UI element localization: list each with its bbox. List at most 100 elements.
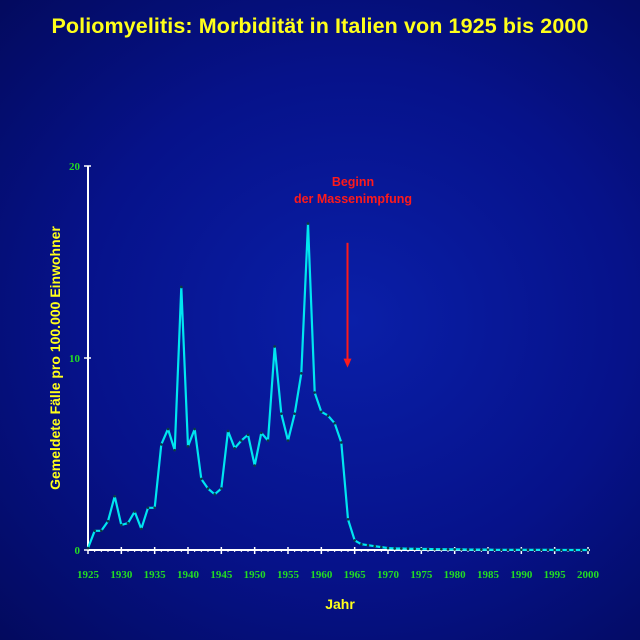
data-point xyxy=(153,506,156,510)
data-point xyxy=(506,548,510,552)
x-tick-label: 1955 xyxy=(277,569,300,581)
data-point xyxy=(340,441,343,444)
data-point xyxy=(293,412,296,415)
data-point xyxy=(286,439,290,442)
data-point xyxy=(460,548,463,551)
data-point xyxy=(353,539,356,542)
data-point xyxy=(180,285,183,289)
x-axis-label: Jahr xyxy=(325,596,355,612)
data-point xyxy=(566,548,570,552)
x-tick-label: 2000 xyxy=(577,569,600,581)
data-point xyxy=(546,548,550,552)
data-point xyxy=(413,547,416,551)
data-point xyxy=(500,548,503,552)
data-point xyxy=(366,543,370,547)
data-point xyxy=(426,547,430,551)
data-point xyxy=(120,523,123,527)
data-point xyxy=(480,548,483,551)
data-point xyxy=(146,506,150,510)
data-point xyxy=(420,547,423,551)
x-tick-label: 1965 xyxy=(344,569,367,581)
data-point xyxy=(246,433,250,437)
data-point xyxy=(406,547,410,550)
data-point xyxy=(540,548,543,552)
data-point xyxy=(333,421,336,425)
series-line xyxy=(86,222,588,552)
data-point xyxy=(126,521,130,525)
annotation-line-2: der Massenimpfung xyxy=(293,192,413,206)
data-point xyxy=(380,545,383,549)
data-point xyxy=(433,547,436,551)
y-tick-label: 0 xyxy=(75,545,81,557)
data-point xyxy=(586,548,590,552)
x-tick-label: 1950 xyxy=(244,569,267,581)
x-tick-label: 1940 xyxy=(177,569,200,581)
data-point xyxy=(226,429,230,433)
data-point xyxy=(240,439,243,442)
data-point xyxy=(453,548,456,551)
data-point xyxy=(400,547,403,550)
chart-title: Poliomyelitis: Morbidität in Italien von… xyxy=(51,14,589,38)
data-point xyxy=(346,517,350,521)
data-point xyxy=(526,548,530,552)
x-tick-label: 1960 xyxy=(310,569,333,581)
x-tick-label: 1945 xyxy=(210,569,233,581)
annotation-line-1: Beginn xyxy=(331,175,375,189)
data-point xyxy=(306,222,310,225)
data-point xyxy=(213,493,216,496)
data-point xyxy=(373,544,376,548)
vaccination-annotation: Beginn der Massenimpfung xyxy=(294,174,412,208)
data-point xyxy=(573,548,576,552)
annotation-arrow-head xyxy=(343,358,352,368)
data-point xyxy=(220,487,223,490)
data-point xyxy=(206,487,210,490)
data-point xyxy=(133,510,136,513)
data-point xyxy=(520,548,523,552)
x-tick-label: 1980 xyxy=(444,569,467,581)
x-tick-label: 1975 xyxy=(410,569,433,581)
data-point xyxy=(106,519,110,523)
data-point xyxy=(466,548,470,551)
data-point xyxy=(386,546,390,550)
data-point xyxy=(100,529,103,533)
data-point xyxy=(513,548,516,552)
data-point xyxy=(326,414,330,417)
data-point xyxy=(440,547,443,551)
data-point xyxy=(486,548,490,551)
data-point xyxy=(266,439,270,442)
data-point xyxy=(186,445,190,448)
data-point xyxy=(360,542,363,546)
data-point xyxy=(233,446,236,450)
data-point xyxy=(200,477,203,481)
data-point xyxy=(393,547,396,550)
x-tick-label: 1925 xyxy=(77,569,100,581)
x-tick-label: 1995 xyxy=(544,569,567,581)
x-tick-label: 1930 xyxy=(110,569,133,581)
data-point xyxy=(173,448,176,452)
y-tick-label: 10 xyxy=(69,353,81,365)
data-point xyxy=(260,431,263,435)
data-point xyxy=(300,372,303,375)
data-point xyxy=(193,427,196,431)
data-point xyxy=(553,548,556,552)
data-point xyxy=(280,412,283,415)
data-point xyxy=(320,410,323,414)
data-point xyxy=(473,548,476,551)
data-point xyxy=(166,427,170,431)
data-point xyxy=(140,527,143,531)
data-point xyxy=(253,464,256,467)
data-point xyxy=(493,548,496,552)
data-point xyxy=(580,548,583,552)
data-point xyxy=(313,391,316,394)
data-point xyxy=(86,546,90,550)
data-point xyxy=(113,494,116,498)
x-tick-label: 1935 xyxy=(144,569,167,581)
data-point xyxy=(160,443,163,446)
x-tick-label: 1970 xyxy=(377,569,400,581)
data-point xyxy=(560,548,563,552)
data-point xyxy=(93,529,96,533)
x-tick-label: 1990 xyxy=(510,569,533,581)
data-point xyxy=(533,548,536,552)
data-point xyxy=(273,345,276,348)
